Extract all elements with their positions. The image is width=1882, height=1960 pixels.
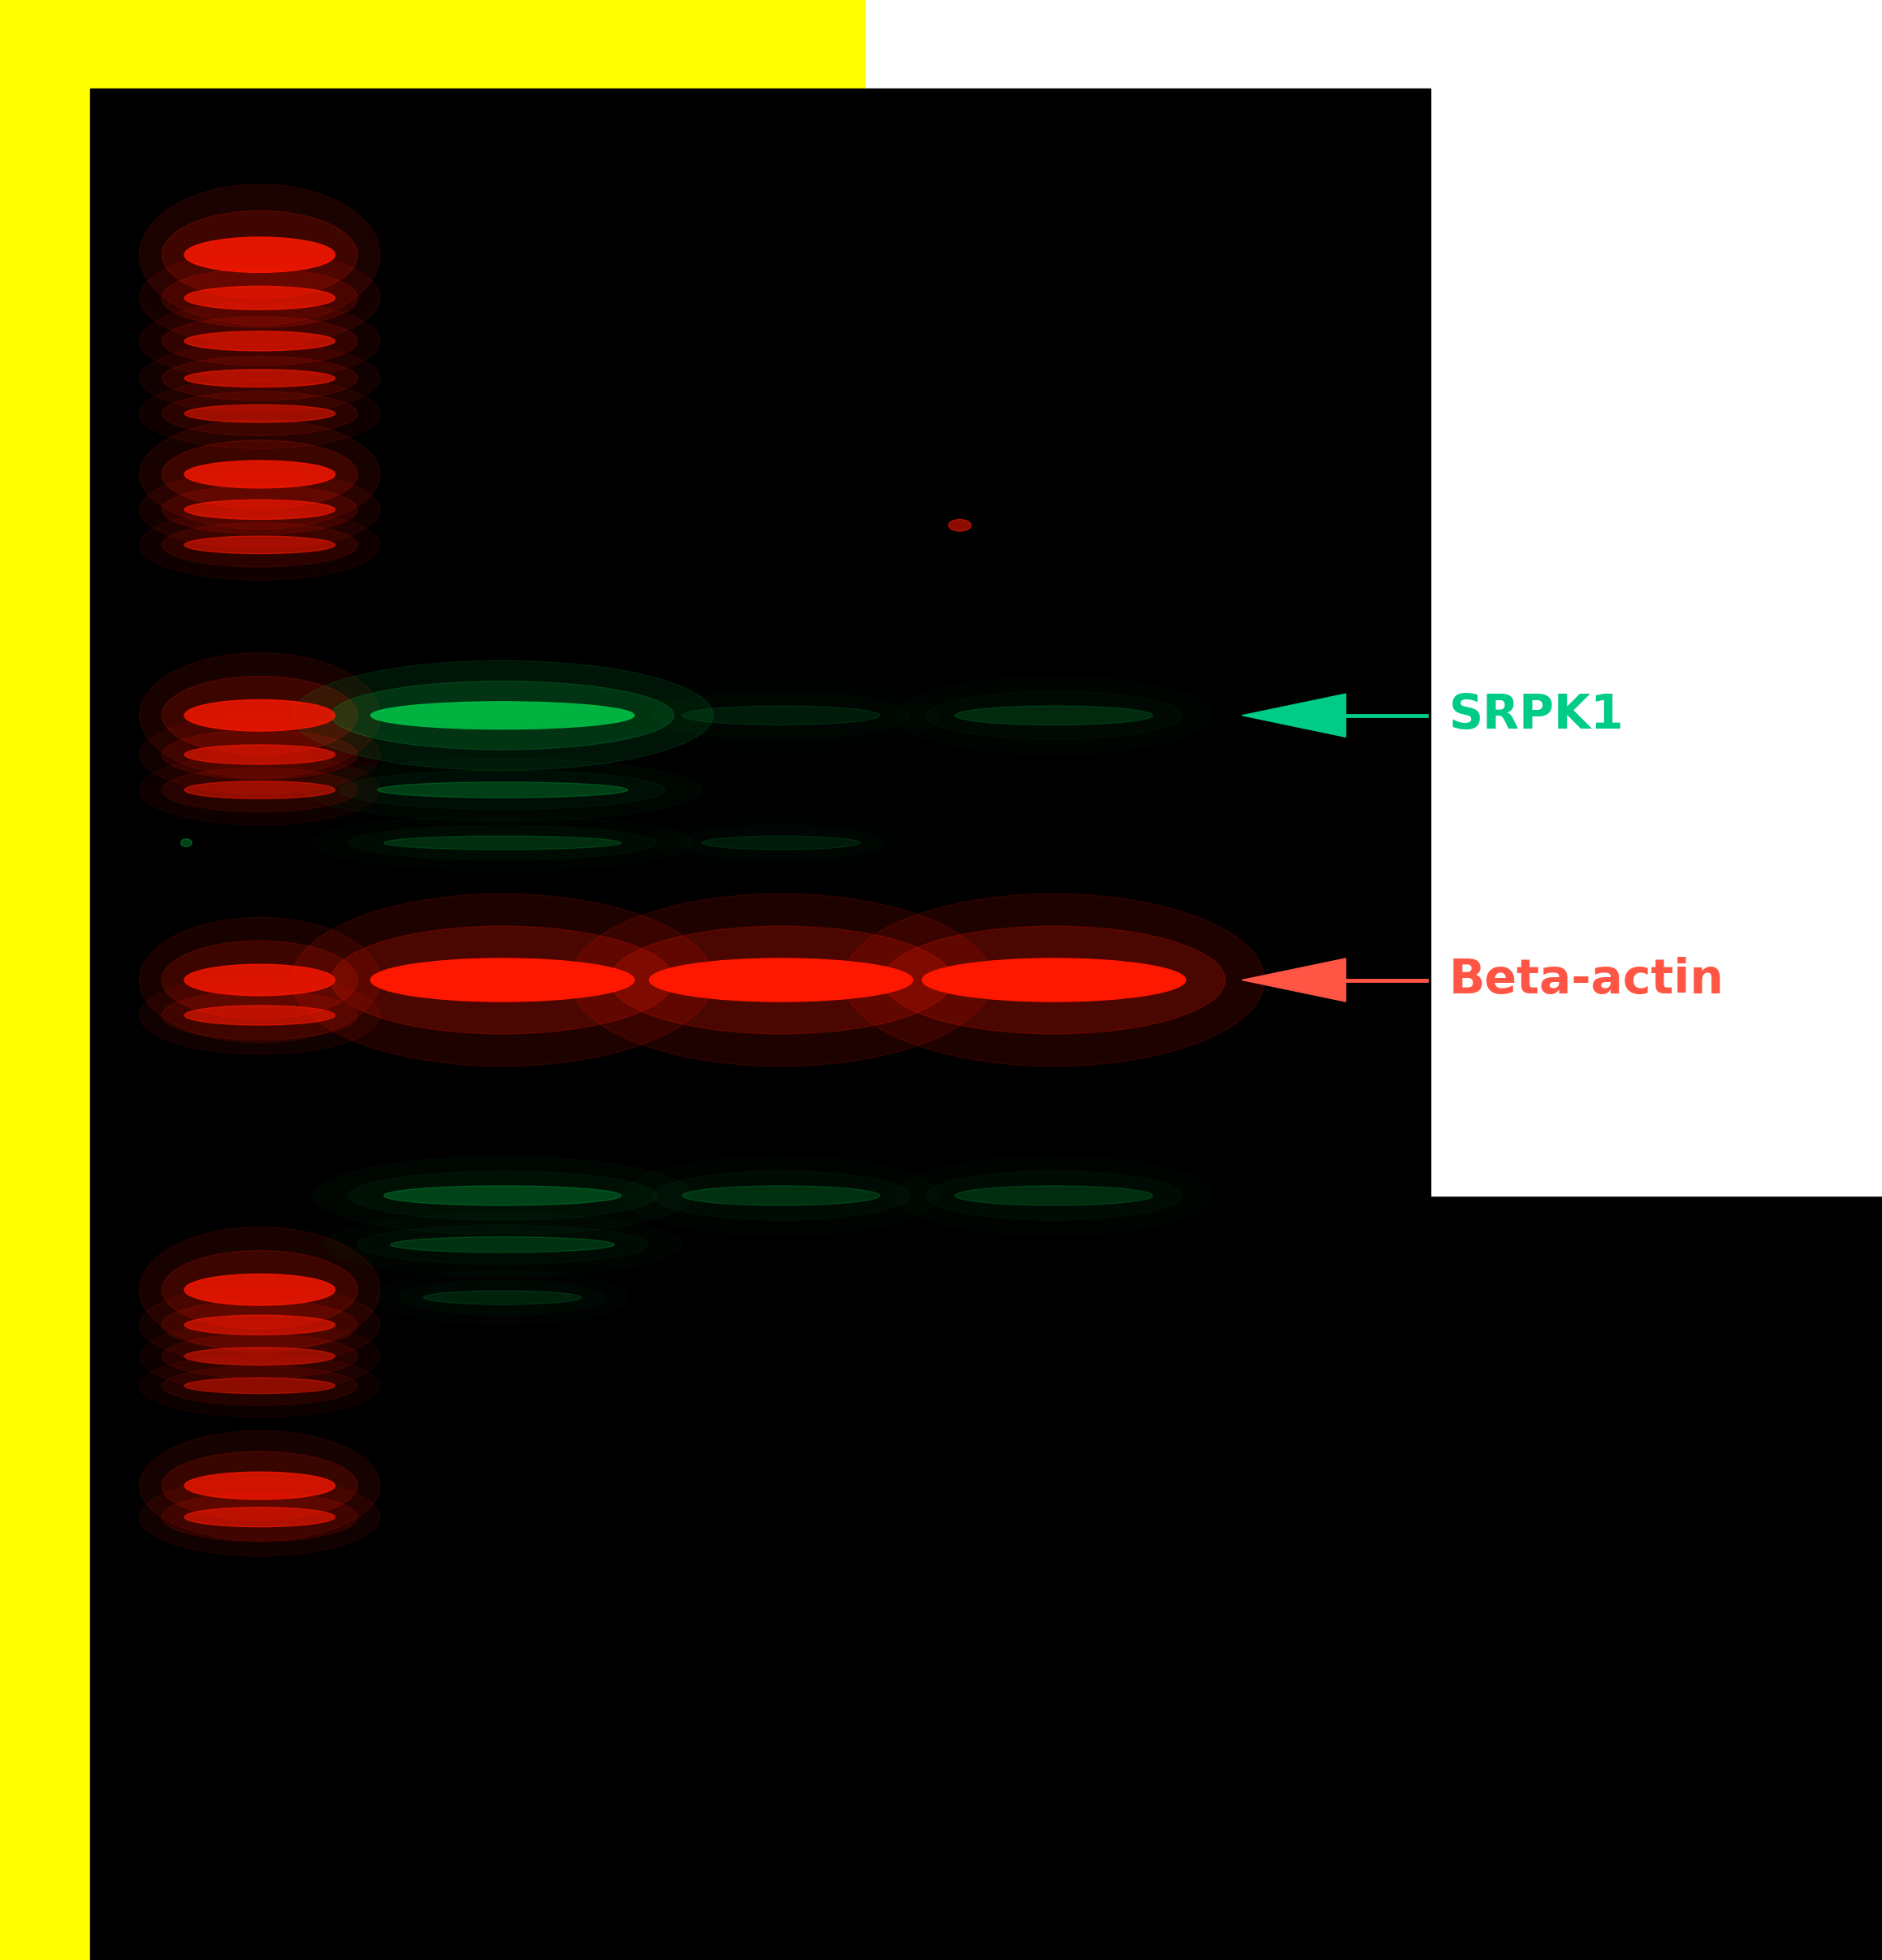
Ellipse shape: [843, 894, 1265, 1066]
Ellipse shape: [139, 1478, 380, 1556]
Ellipse shape: [139, 1354, 380, 1417]
Ellipse shape: [184, 1315, 335, 1335]
Ellipse shape: [139, 510, 380, 580]
Ellipse shape: [292, 661, 713, 770]
Ellipse shape: [162, 212, 358, 300]
Ellipse shape: [184, 331, 335, 351]
Ellipse shape: [184, 745, 335, 764]
Ellipse shape: [139, 470, 380, 549]
Ellipse shape: [423, 1290, 582, 1305]
Ellipse shape: [184, 1348, 335, 1366]
Ellipse shape: [391, 1237, 614, 1252]
Ellipse shape: [184, 286, 335, 310]
Ellipse shape: [181, 839, 192, 847]
Ellipse shape: [139, 1227, 380, 1352]
Ellipse shape: [184, 500, 335, 519]
Ellipse shape: [162, 1335, 358, 1378]
Ellipse shape: [162, 1450, 358, 1521]
Ellipse shape: [331, 927, 674, 1035]
Bar: [90, 88, 1430, 1960]
Ellipse shape: [371, 702, 634, 729]
Ellipse shape: [184, 1274, 335, 1305]
Ellipse shape: [184, 700, 335, 731]
Ellipse shape: [139, 917, 380, 1043]
Polygon shape: [1242, 958, 1346, 1002]
Bar: [0, 0, 866, 88]
Ellipse shape: [376, 782, 629, 798]
Ellipse shape: [949, 519, 971, 531]
Bar: [0, 0, 90, 1960]
Ellipse shape: [162, 392, 358, 435]
Text: Beta-actin: Beta-actin: [1449, 956, 1724, 1004]
Ellipse shape: [162, 941, 358, 1019]
Ellipse shape: [139, 1286, 380, 1364]
Ellipse shape: [139, 251, 380, 345]
Ellipse shape: [184, 1005, 335, 1025]
Ellipse shape: [384, 837, 621, 851]
Ellipse shape: [922, 958, 1186, 1002]
Ellipse shape: [139, 755, 380, 825]
Bar: [866, 0, 1882, 88]
Ellipse shape: [162, 676, 358, 755]
Ellipse shape: [139, 302, 380, 380]
Ellipse shape: [649, 958, 913, 1002]
Ellipse shape: [162, 1301, 358, 1348]
Ellipse shape: [139, 1431, 380, 1541]
Ellipse shape: [139, 378, 380, 449]
Ellipse shape: [883, 927, 1225, 1035]
Ellipse shape: [139, 976, 380, 1054]
Ellipse shape: [184, 237, 335, 272]
Ellipse shape: [348, 1170, 657, 1219]
Ellipse shape: [139, 653, 380, 778]
Ellipse shape: [139, 184, 380, 325]
Ellipse shape: [162, 1250, 358, 1329]
Ellipse shape: [139, 343, 380, 414]
Ellipse shape: [341, 770, 664, 809]
Ellipse shape: [570, 894, 992, 1066]
Ellipse shape: [184, 537, 335, 555]
Ellipse shape: [384, 1186, 621, 1205]
Ellipse shape: [162, 441, 358, 508]
Ellipse shape: [184, 461, 335, 488]
Ellipse shape: [139, 1321, 380, 1392]
Ellipse shape: [162, 1494, 358, 1543]
Bar: [1430, 88, 1882, 1196]
Ellipse shape: [292, 894, 713, 1066]
Ellipse shape: [162, 523, 358, 566]
Ellipse shape: [162, 1366, 358, 1405]
Ellipse shape: [162, 731, 358, 780]
Ellipse shape: [162, 768, 358, 811]
Ellipse shape: [681, 1186, 879, 1205]
Ellipse shape: [184, 1472, 335, 1499]
Text: SRPK1: SRPK1: [1449, 692, 1624, 739]
Ellipse shape: [184, 1378, 335, 1394]
Ellipse shape: [162, 318, 358, 365]
Ellipse shape: [184, 964, 335, 996]
Ellipse shape: [139, 419, 380, 529]
Ellipse shape: [162, 269, 358, 327]
Ellipse shape: [681, 706, 879, 725]
Ellipse shape: [184, 782, 335, 800]
Ellipse shape: [162, 357, 358, 400]
Ellipse shape: [702, 837, 860, 851]
Ellipse shape: [331, 682, 674, 749]
Ellipse shape: [162, 990, 358, 1039]
Ellipse shape: [956, 706, 1152, 725]
Polygon shape: [1242, 694, 1346, 737]
Ellipse shape: [184, 368, 335, 388]
Ellipse shape: [139, 715, 380, 794]
Ellipse shape: [956, 1186, 1152, 1205]
Ellipse shape: [184, 1507, 335, 1527]
Ellipse shape: [610, 927, 952, 1035]
Ellipse shape: [371, 958, 634, 1002]
Ellipse shape: [184, 404, 335, 423]
Ellipse shape: [162, 486, 358, 535]
